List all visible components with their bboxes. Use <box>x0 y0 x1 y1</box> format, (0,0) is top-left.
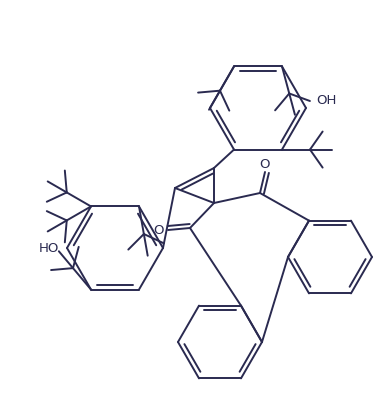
Text: OH: OH <box>316 94 336 107</box>
Text: HO: HO <box>39 241 59 254</box>
Text: O: O <box>153 224 163 237</box>
Text: O: O <box>260 158 270 171</box>
